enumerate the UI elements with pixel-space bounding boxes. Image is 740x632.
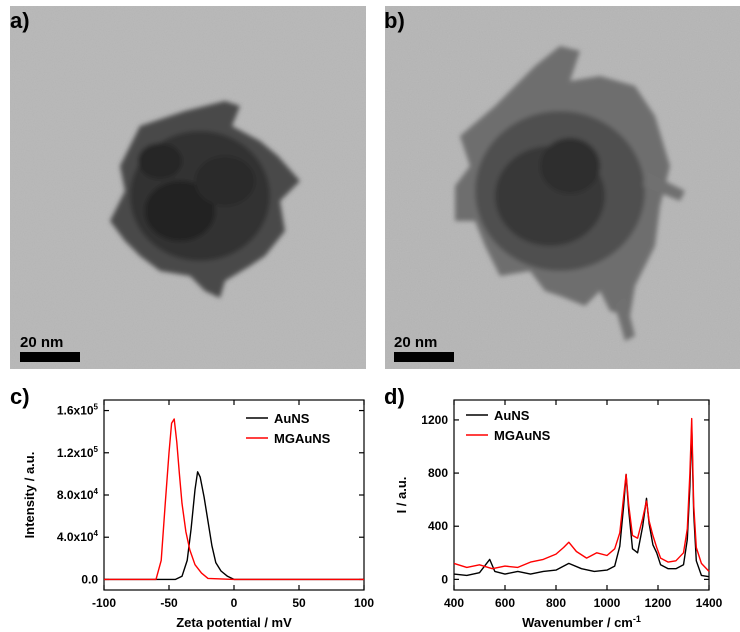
legend-label-mgauns: MGAuNS [274,431,331,446]
y-tick-mantissa: 0 [441,572,448,586]
x-tick-label: -50 [160,596,178,610]
panel-label-c: c) [10,384,30,409]
y-tick-label: 800 [428,466,448,480]
y-axis-label: I / a.u. [394,477,409,514]
axes-frame [453,399,710,591]
y-tick-mantissa: 1.6x10 [57,404,94,418]
y-tick-exponent: 4 [94,529,99,538]
x-tick-label: 1400 [696,596,723,610]
x-tick-label: -100 [92,596,116,610]
x-axis-label-text: Zeta potential / mV [176,615,292,630]
series-line-mgauns [104,418,364,581]
x-tick-label: 600 [495,596,515,610]
y-tick-label: 1200 [421,413,448,427]
y-tick-exponent: 5 [94,445,99,454]
y-tick-mantissa: 8.0x10 [57,488,94,502]
x-tick-label: 400 [444,596,464,610]
y-axis-label: Intensity / a.u. [22,452,37,539]
series-line-auns [104,471,364,581]
y-tick-label: 8.0x104 [57,487,99,502]
y-tick-mantissa: 0.0 [81,572,98,586]
y-tick-mantissa: 400 [428,519,448,533]
x-tick-label: 0 [231,596,238,610]
x-tick-label: 800 [546,596,566,610]
x-axis-label-text: Wavenumber / cm [522,615,633,630]
scale-label-a: 20 nm [20,334,64,351]
y-tick-label: 400 [428,519,448,533]
x-axis-label-sup: -1 [633,614,641,624]
y-tick-label: 1.6x105 [57,403,99,418]
x-tick-label: 1000 [594,596,621,610]
y-tick-mantissa: 1.2x10 [57,446,94,460]
y-tick-mantissa: 1200 [421,413,448,427]
series-line-mgauns [453,417,710,572]
legend-label-auns: AuNS [274,411,310,426]
tem-image-b [385,6,740,369]
x-tick-label: 50 [292,596,306,610]
x-tick-label: 100 [354,596,374,610]
y-tick-label: 1.2x105 [57,445,99,460]
nanostar-b [455,46,685,341]
scale-label-b: 20 nm [394,334,438,351]
y-tick-mantissa: 4.0x10 [57,530,94,544]
x-tick-label: 1200 [645,596,672,610]
legend-label-auns: AuNS [494,408,530,423]
scale-bar-b [394,352,454,362]
y-tick-mantissa: 800 [428,466,448,480]
y-tick-label: 0 [441,572,448,586]
y-tick-label: 0.0 [81,572,98,586]
x-axis-label: Zeta potential / mV [176,615,292,630]
scale-bar-a [20,352,80,362]
panel-label-d: d) [384,384,405,409]
panel-label-a: a) [10,8,30,33]
legend-label-mgauns: MGAuNS [494,428,551,443]
y-tick-exponent: 4 [94,487,99,496]
y-tick-exponent: 5 [94,403,99,412]
sers-spectrum-chart: 400 600 800 1000 1200 1400 0 400 800 1200 AuNS MGAu… [394,399,723,630]
nanostar-a [110,101,300,298]
y-tick-label: 4.0x104 [57,529,99,544]
panel-label-b: b) [384,8,405,33]
tem-image-a [10,6,366,369]
axes-frame [103,399,365,591]
x-axis-label: Wavenumber / cm-1 [522,614,641,630]
zeta-potential-chart: -100 -50 0 50 1000.04.0x1048.0x1041.2x1051.6… [22,399,374,630]
